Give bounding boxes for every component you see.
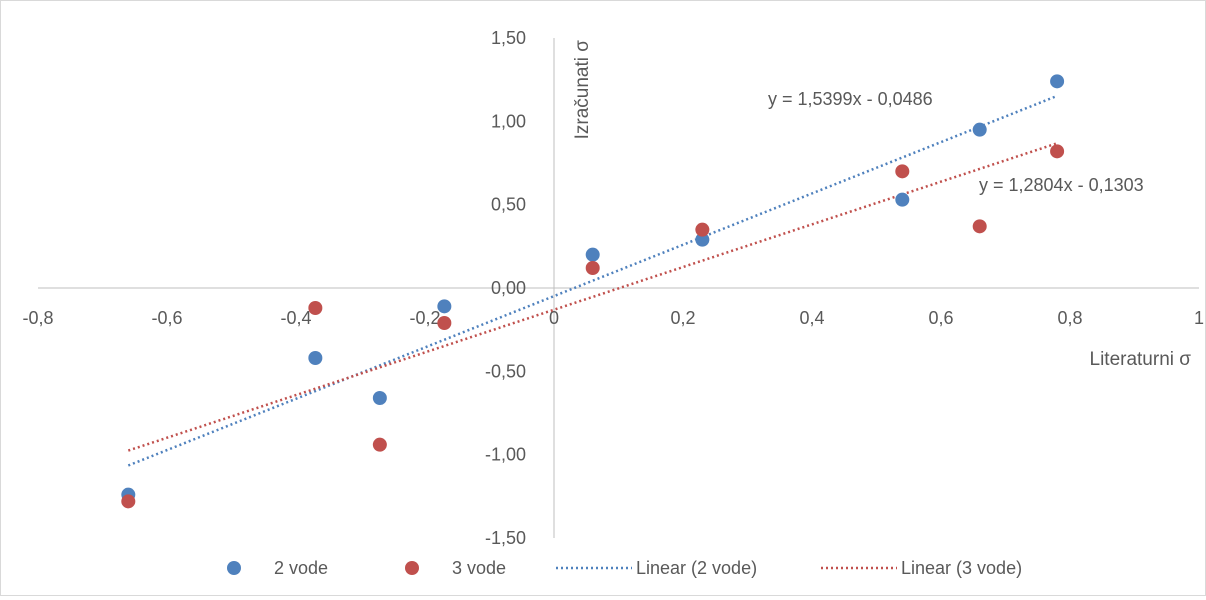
data-point-series-1 [1050, 74, 1064, 88]
legend-marker-1 [227, 561, 241, 575]
x-tick-label: 1 [1194, 308, 1204, 328]
x-tick-label: -0,6 [151, 308, 182, 328]
data-point-series-2 [308, 301, 322, 315]
trendline-2 [128, 143, 1057, 450]
x-tick-label: 0,8 [1057, 308, 1082, 328]
x-tick-label: 0,4 [799, 308, 824, 328]
x-tick-label: 0 [549, 308, 559, 328]
data-point-series-2 [695, 223, 709, 237]
data-point-series-1 [308, 351, 322, 365]
y-tick-label: 0,00 [491, 278, 526, 298]
data-point-series-1 [973, 123, 987, 137]
data-point-series-2 [121, 494, 135, 508]
data-point-series-1 [895, 193, 909, 207]
legend: 2 vode 3 vode Linear (2 vode) Linear (3 vod… [227, 558, 1022, 578]
x-tick-label: 0,2 [670, 308, 695, 328]
data-point-series-2 [373, 438, 387, 452]
y-tick-label: -0,50 [485, 361, 526, 381]
data-point-series-2 [437, 316, 451, 330]
data-point-series-2 [586, 261, 600, 275]
x-tick-label: -0,2 [409, 308, 440, 328]
y-tick-label: 1,50 [491, 28, 526, 48]
trendline-equation-1: y = 1,5399x - 0,0486 [768, 89, 933, 109]
x-tick-label: -0,4 [280, 308, 311, 328]
legend-marker-2 [405, 561, 419, 575]
data-point-series-2 [973, 219, 987, 233]
data-point-series-2 [1050, 144, 1064, 158]
y-tick-label: -1,00 [485, 445, 526, 465]
data-point-series-1 [373, 391, 387, 405]
trendlines [128, 96, 1057, 466]
trendline-equations: y = 1,5399x - 0,0486 y = 1,2804x - 0,1303 [768, 89, 1144, 195]
y-tick-label: -1,50 [485, 528, 526, 548]
legend-label-3: Linear (2 vode) [636, 558, 757, 578]
legend-label-2: 3 vode [452, 558, 506, 578]
trendline-1 [128, 96, 1057, 466]
data-point-series-2 [895, 164, 909, 178]
legend-label-4: Linear (3 vode) [901, 558, 1022, 578]
y-axis-label: Izračunati σ [572, 40, 593, 140]
x-tick-label: -0,8 [22, 308, 53, 328]
y-tick-label: 1,00 [491, 111, 526, 131]
data-point-series-1 [437, 299, 451, 313]
x-axis-label: Literaturni σ [1090, 349, 1192, 370]
trendline-equation-2: y = 1,2804x - 0,1303 [979, 175, 1144, 195]
legend-label-1: 2 vode [274, 558, 328, 578]
y-tick-label: 0,50 [491, 195, 526, 215]
x-tick-label: 0,6 [928, 308, 953, 328]
data-point-series-1 [586, 248, 600, 262]
